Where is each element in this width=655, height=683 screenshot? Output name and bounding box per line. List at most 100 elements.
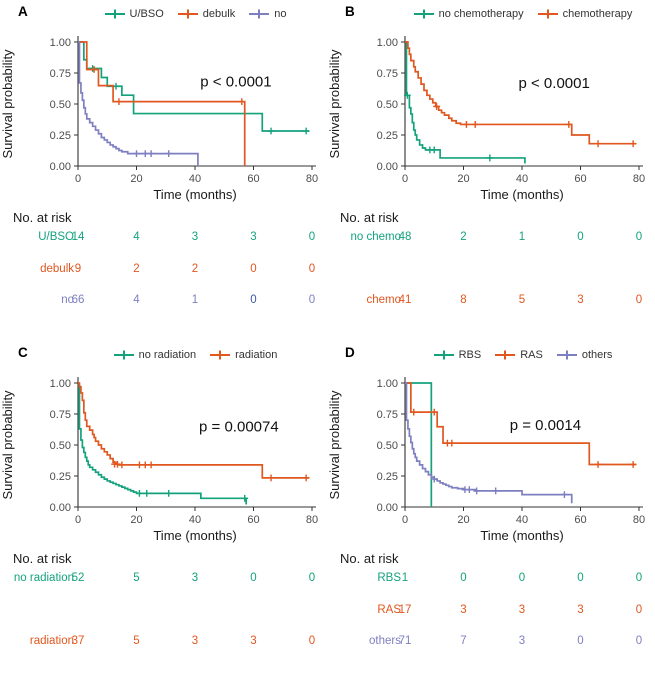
no-radiation-curve (78, 384, 248, 505)
y-tick-label: 0.50 (377, 99, 398, 111)
y-tick-label: 1.00 (377, 378, 398, 390)
legend-label: others (581, 349, 613, 361)
others-censor-mark (465, 486, 473, 494)
risk-count: 5 (518, 294, 526, 306)
risk-count: 5 (133, 635, 140, 647)
risk-count: 3 (191, 635, 199, 647)
x-tick-label: 20 (130, 173, 142, 185)
risk-count: 2 (191, 262, 199, 275)
u-bso-curve (78, 41, 310, 132)
chemotherapy-censor-mark (629, 140, 637, 148)
legend-item-chemotherapy: chemotherapy (537, 8, 632, 20)
u-bso-censor-mark (267, 127, 275, 135)
y-tick-label: 0.25 (50, 471, 71, 483)
risk-row-debulk: debulk 9 2 2 0 0 (0, 263, 327, 278)
risk-count: 7 (460, 635, 467, 647)
panel-c: C no radiation radiation 0 20 40 60 80 1.00 0.7… (0, 341, 327, 683)
legend: no radiation radiation (63, 349, 327, 361)
legend-key-icon (210, 350, 231, 360)
x-axis-title: Time (months) (153, 528, 236, 543)
risk-count: 2 (133, 262, 140, 275)
x-tick-label: 80 (633, 173, 645, 185)
plus-line-icon (177, 9, 198, 19)
plus-line-icon (433, 350, 454, 360)
x-tick-label: 80 (633, 514, 645, 526)
risk-count: 1 (518, 231, 526, 243)
radiation-censor-mark (147, 461, 155, 469)
u-bso-censor-mark (302, 127, 310, 135)
risk-count: 3 (250, 635, 257, 647)
risk-row-no-radiation: no radiation 52 5 3 0 0 (0, 572, 327, 587)
no-curve (78, 41, 199, 166)
no-censor-mark (147, 150, 155, 157)
plus-line-icon (249, 9, 270, 19)
legend-label: no radiation (138, 349, 197, 361)
radiation-censor-mark (118, 461, 126, 469)
risk-count: 0 (308, 262, 316, 275)
risk-count: 41 (398, 294, 412, 306)
risk-count: 3 (191, 572, 199, 584)
y-tick-label: 0.50 (377, 440, 398, 452)
legend-item-no: no (248, 8, 286, 20)
legend-key-icon (113, 350, 134, 360)
others-censor-mark (492, 487, 500, 495)
debulk-censor-mark (115, 98, 123, 106)
risk-count: 37 (71, 635, 85, 647)
legend-item-u-bso: U/BSO (104, 8, 164, 20)
no-chemotherapy-censor-mark (403, 91, 411, 99)
y-tick-label: 0.00 (50, 502, 71, 514)
no-censor-mark (141, 150, 149, 157)
survival-plot: 0 20 40 60 80 1.00 0.75 0.50 0.25 0.00 Survival pr… (327, 377, 645, 543)
legend-key-icon (556, 350, 577, 360)
risk-row-label: no radiation (13, 572, 74, 584)
y-tick-label: 0.75 (377, 409, 398, 421)
others-censor-mark (430, 475, 438, 483)
risk-count: 3 (577, 294, 584, 306)
axis-lines (404, 36, 643, 167)
x-tick-label: 20 (457, 514, 469, 526)
plus-line-icon (413, 9, 434, 19)
x-tick-label: 40 (189, 514, 201, 526)
y-axis-title: Survival probability (0, 390, 15, 500)
risk-count: 0 (577, 635, 584, 647)
y-tick-label: 0.75 (377, 68, 398, 80)
survival-plot: 0 20 40 60 80 1.00 0.75 0.50 0.25 0.00 Survival pr… (0, 36, 318, 202)
no-radiation-censor-mark (136, 489, 143, 497)
risk-count: 0 (250, 262, 257, 275)
risk-table-title: No. at risk (13, 210, 72, 225)
no-radiation-censor-mark (143, 489, 151, 497)
p-value: p < 0.0001 (200, 74, 271, 91)
risk-count: 4 (133, 231, 140, 243)
risk-rows: RBS 1 0 0 0 0 RAS 17 3 3 3 0 others 71 7 3 0 0 (327, 572, 655, 650)
no-radiation-censor-mark (241, 494, 249, 502)
legend-label: RBS (458, 349, 482, 361)
plus-line-icon (104, 9, 125, 19)
x-tick-label: 60 (574, 514, 586, 526)
legend-label: RAS (520, 349, 543, 361)
y-tick-label: 0.00 (50, 161, 71, 173)
legend-label: radiation (235, 349, 278, 361)
panel-a: A U/BSO debulk no 0 20 40 60 80 1.00 0.75 0.50 0.2… (0, 0, 327, 341)
radiation-censor-mark (141, 461, 149, 469)
risk-rows: no radiation 52 5 3 0 0 radiation 37 5 3 3 0 (0, 572, 327, 650)
risk-row-label: RBS (377, 572, 401, 584)
legend-key-icon (177, 9, 198, 19)
risk-count: 3 (577, 603, 584, 616)
risk-row-label: no chemo (350, 231, 401, 243)
y-tick-label: 0.75 (50, 68, 71, 80)
risk-count: 0 (250, 572, 257, 584)
risk-table-title: No. at risk (340, 210, 399, 225)
ras-censor-mark (594, 461, 602, 468)
p-value: p = 0.0014 (510, 417, 581, 434)
no-radiation-censor-mark (165, 489, 173, 497)
legend: U/BSO debulk no (63, 8, 327, 20)
rbs-curve (405, 382, 433, 507)
no-chemotherapy-curve (405, 41, 526, 164)
risk-count: 0 (577, 231, 584, 243)
legend-key-icon (249, 9, 270, 19)
ras-censor-mark (448, 439, 456, 447)
no-censor-mark (165, 150, 173, 157)
y-tick-label: 0.25 (50, 130, 71, 142)
legend-item-rbs: RBS (433, 349, 482, 361)
risk-count: 0 (635, 294, 643, 306)
